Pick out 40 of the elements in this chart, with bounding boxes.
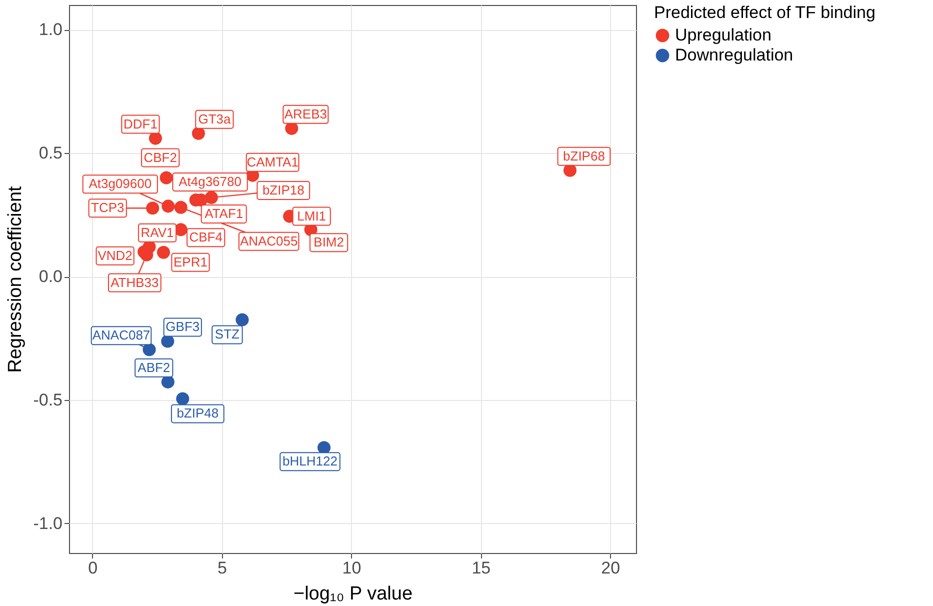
x-tick-label: 5 [218, 558, 227, 578]
y-axis-title: Regression coefficient [5, 185, 26, 373]
annotation: AREB3 [284, 106, 327, 122]
x-tick-label: 0 [88, 558, 98, 578]
annotation: At4g36780 [178, 174, 242, 190]
annotation: VND2 [98, 248, 132, 263]
x-tick-label: 10 [342, 558, 362, 578]
annotation: bZIP68 [563, 148, 605, 164]
annotation: At3g09600 [88, 176, 152, 192]
annotation: LMI1 [297, 208, 326, 224]
y-tick-label: 0.0 [38, 267, 62, 286]
annotation: GBF3 [166, 319, 200, 334]
x-axis-title: −log₁₀ P value [293, 584, 413, 604]
annotation: bHLH122 [282, 454, 338, 469]
annotation: TCP3 [91, 200, 124, 216]
annotation: ANAC087 [92, 328, 150, 343]
annotation: ABF2 [138, 360, 170, 375]
legend-title: Predicted effect of TF binding [654, 3, 876, 22]
annotation: CBF4 [189, 230, 222, 245]
y-tick-label: -1.0 [33, 514, 62, 533]
annotation: ANAC055 [240, 233, 298, 248]
annotation: DDF1 [123, 116, 158, 132]
annotation: bZIP18 [262, 182, 304, 198]
annotation: CAMTA1 [246, 154, 298, 170]
annotation: bZIP48 [176, 406, 219, 421]
y-tick-label: -0.5 [33, 390, 62, 410]
annotation: GT3a [198, 111, 232, 126]
legend-label: Upregulation [675, 26, 772, 44]
annotation: STZ [214, 326, 240, 342]
annotation: ATHB33 [110, 274, 159, 290]
y-tick-label: 1.0 [38, 20, 62, 40]
annotation: RAV1 [140, 224, 174, 240]
y-tick-label: 0.5 [38, 144, 62, 163]
x-tick-label: 15 [472, 558, 491, 578]
annotation: BIM2 [314, 234, 344, 250]
x-tick-label: 20 [601, 558, 620, 578]
annotation: ATAF1 [204, 206, 244, 222]
legend-label: Downregulation [675, 46, 794, 64]
annotation: EPR1 [174, 254, 208, 270]
annotation: CBF2 [144, 150, 177, 165]
